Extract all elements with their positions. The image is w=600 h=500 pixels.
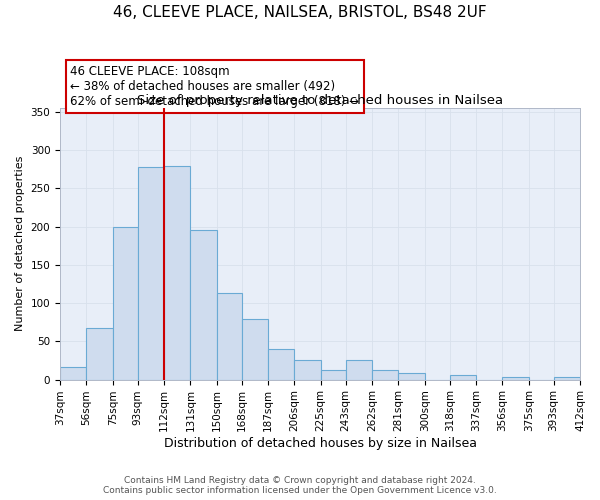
Bar bbox=[60, 366, 86, 380]
Title: Size of property relative to detached houses in Nailsea: Size of property relative to detached ho… bbox=[137, 94, 503, 107]
Bar bbox=[164, 166, 190, 380]
Bar bbox=[372, 370, 398, 380]
Bar bbox=[346, 360, 372, 380]
Bar bbox=[137, 167, 164, 380]
Y-axis label: Number of detached properties: Number of detached properties bbox=[15, 156, 25, 332]
Bar bbox=[554, 376, 580, 380]
Bar bbox=[295, 360, 321, 380]
Bar bbox=[217, 293, 242, 380]
Bar bbox=[86, 328, 113, 380]
Bar bbox=[242, 319, 268, 380]
Text: Contains HM Land Registry data © Crown copyright and database right 2024.
Contai: Contains HM Land Registry data © Crown c… bbox=[103, 476, 497, 495]
Bar bbox=[449, 375, 476, 380]
Text: 46 CLEEVE PLACE: 108sqm
← 38% of detached houses are smaller (492)
62% of semi-d: 46 CLEEVE PLACE: 108sqm ← 38% of detache… bbox=[70, 65, 359, 108]
Bar bbox=[190, 230, 217, 380]
X-axis label: Distribution of detached houses by size in Nailsea: Distribution of detached houses by size … bbox=[164, 437, 476, 450]
Text: 46, CLEEVE PLACE, NAILSEA, BRISTOL, BS48 2UF: 46, CLEEVE PLACE, NAILSEA, BRISTOL, BS48… bbox=[113, 5, 487, 20]
Bar bbox=[502, 378, 529, 380]
Bar bbox=[321, 370, 346, 380]
Bar bbox=[398, 374, 425, 380]
Bar bbox=[113, 226, 137, 380]
Bar bbox=[268, 349, 295, 380]
